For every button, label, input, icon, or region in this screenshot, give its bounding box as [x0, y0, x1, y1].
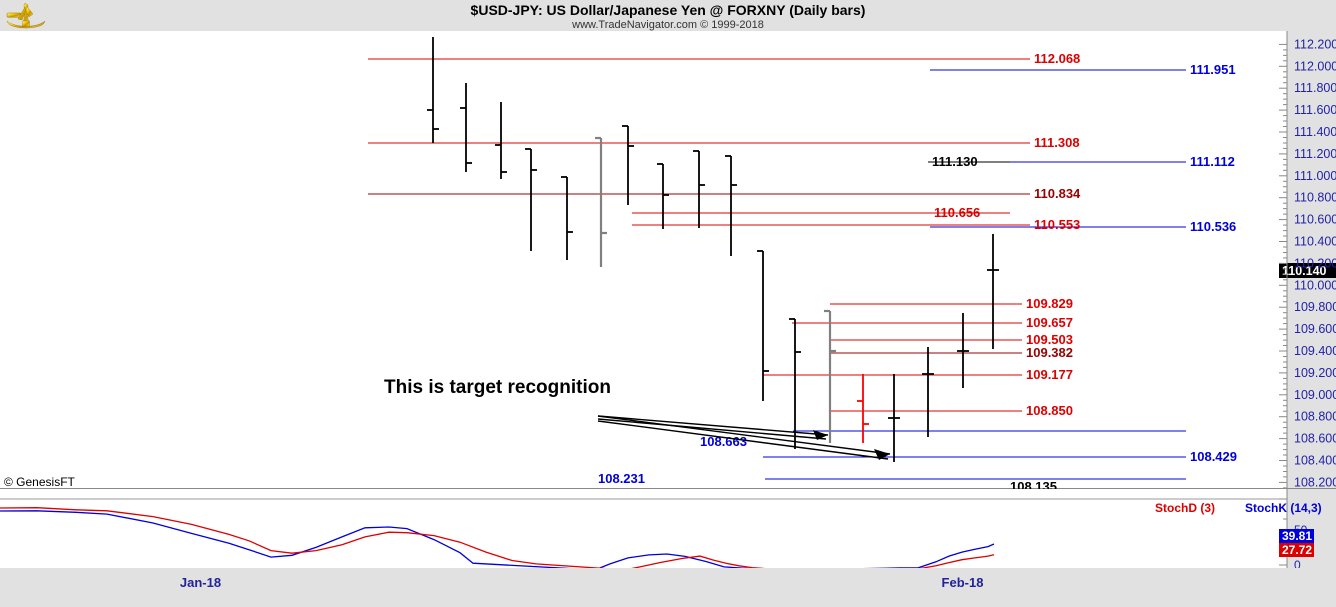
svg-text:110.600: 110.600 [1294, 213, 1336, 227]
svg-text:This is target recognition: This is target recognition [384, 377, 611, 398]
svg-text:108.600: 108.600 [1294, 432, 1336, 446]
svg-text:111.112: 111.112 [1190, 154, 1235, 169]
svg-text:112.000: 112.000 [1294, 59, 1336, 73]
svg-text:109.200: 109.200 [1294, 366, 1336, 380]
svg-text:111.130: 111.130 [932, 154, 978, 169]
svg-text:109.600: 109.600 [1294, 322, 1336, 336]
svg-text:110.000: 110.000 [1294, 278, 1336, 292]
svg-text:0: 0 [1294, 558, 1301, 568]
svg-text:111.600: 111.600 [1294, 103, 1336, 117]
svg-text:112.200: 112.200 [1294, 37, 1336, 51]
svg-text:StochK (14,3): StochK (14,3) [1245, 501, 1322, 515]
svg-text:111.200: 111.200 [1294, 147, 1336, 161]
svg-text:108.231: 108.231 [598, 471, 645, 486]
svg-text:111.308: 111.308 [1034, 135, 1080, 150]
svg-text:111.000: 111.000 [1294, 169, 1336, 183]
svg-text:110.656: 110.656 [934, 205, 980, 220]
svg-text:109.000: 109.000 [1294, 388, 1336, 402]
svg-text:109.800: 109.800 [1294, 300, 1336, 314]
svg-text:110.200: 110.200 [1294, 256, 1336, 270]
svg-text:111.400: 111.400 [1294, 125, 1336, 139]
svg-text:© GenesisFT: © GenesisFT [4, 475, 76, 489]
svg-text:111.951: 111.951 [1190, 62, 1236, 77]
svg-text:108.663: 108.663 [700, 434, 747, 449]
svg-text:108.429: 108.429 [1190, 449, 1237, 464]
svg-text:108.400: 108.400 [1294, 454, 1336, 468]
svg-text:109.400: 109.400 [1294, 344, 1336, 358]
svg-text:108.850: 108.850 [1026, 403, 1073, 418]
svg-text:108.800: 108.800 [1294, 410, 1336, 424]
svg-text:110.553: 110.553 [1034, 217, 1080, 232]
svg-text:27.72: 27.72 [1282, 543, 1312, 557]
svg-text:109.177: 109.177 [1026, 367, 1073, 382]
svg-text:109.829: 109.829 [1026, 296, 1073, 311]
svg-text:110.536: 110.536 [1190, 219, 1236, 234]
svg-text:109.382: 109.382 [1026, 345, 1073, 360]
svg-text:110.834: 110.834 [1034, 186, 1081, 201]
svg-text:110.800: 110.800 [1294, 191, 1336, 205]
svg-text:108.200: 108.200 [1294, 475, 1336, 489]
svg-text:110.400: 110.400 [1294, 235, 1336, 249]
svg-text:111.800: 111.800 [1294, 81, 1336, 95]
svg-text:109.657: 109.657 [1026, 315, 1073, 330]
svg-text:112.068: 112.068 [1034, 51, 1080, 66]
svg-text:39.81: 39.81 [1282, 529, 1312, 543]
svg-text:StochD (3): StochD (3) [1155, 501, 1215, 515]
